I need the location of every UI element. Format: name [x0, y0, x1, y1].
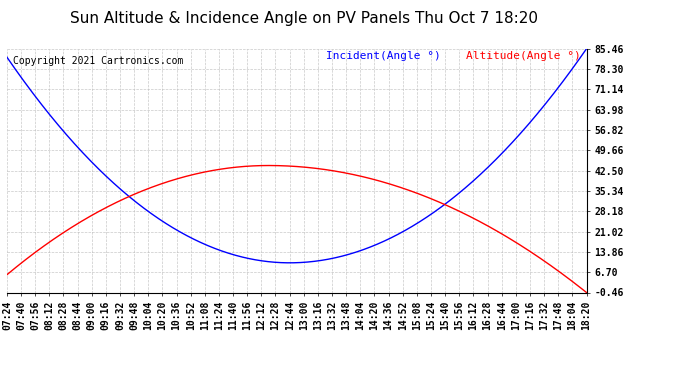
Text: Incident(Angle °): Incident(Angle °)	[326, 51, 440, 61]
Text: Copyright 2021 Cartronics.com: Copyright 2021 Cartronics.com	[12, 56, 183, 66]
Text: Altitude(Angle °): Altitude(Angle °)	[466, 51, 581, 61]
Text: Sun Altitude & Incidence Angle on PV Panels Thu Oct 7 18:20: Sun Altitude & Incidence Angle on PV Pan…	[70, 11, 538, 26]
